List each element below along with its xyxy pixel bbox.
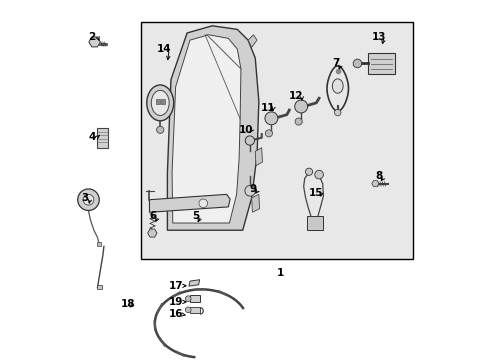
Circle shape xyxy=(352,59,361,68)
Text: 17: 17 xyxy=(169,281,183,291)
Text: 18: 18 xyxy=(121,299,135,309)
Circle shape xyxy=(294,100,307,113)
Text: 5: 5 xyxy=(192,211,199,221)
Bar xyxy=(97,242,101,246)
Polygon shape xyxy=(188,280,199,286)
Circle shape xyxy=(244,136,254,145)
Text: 15: 15 xyxy=(308,188,323,198)
Circle shape xyxy=(294,118,302,125)
Circle shape xyxy=(185,307,191,313)
Text: 1: 1 xyxy=(276,268,284,278)
Text: 6: 6 xyxy=(149,211,156,221)
Text: 12: 12 xyxy=(289,91,303,101)
Circle shape xyxy=(305,168,312,175)
Bar xyxy=(161,99,164,104)
Text: 10: 10 xyxy=(239,125,253,135)
Circle shape xyxy=(264,112,277,125)
Bar xyxy=(97,128,108,148)
Bar xyxy=(306,216,323,230)
Polygon shape xyxy=(167,26,258,230)
Polygon shape xyxy=(255,148,262,166)
Bar xyxy=(97,285,102,289)
Circle shape xyxy=(334,109,340,116)
Circle shape xyxy=(265,130,272,137)
Circle shape xyxy=(244,185,255,196)
Circle shape xyxy=(314,170,323,179)
Text: 9: 9 xyxy=(249,184,257,194)
Text: 4: 4 xyxy=(88,132,96,142)
Bar xyxy=(367,53,394,74)
Polygon shape xyxy=(149,194,230,212)
Ellipse shape xyxy=(146,85,173,121)
Polygon shape xyxy=(251,194,259,212)
Bar xyxy=(140,22,412,259)
Polygon shape xyxy=(89,37,100,47)
Text: 14: 14 xyxy=(156,44,171,54)
Text: 8: 8 xyxy=(375,171,382,181)
Text: 3: 3 xyxy=(81,193,88,203)
Text: 19: 19 xyxy=(169,297,183,307)
Circle shape xyxy=(199,199,207,208)
Text: 16: 16 xyxy=(169,310,183,319)
Ellipse shape xyxy=(151,90,169,116)
Polygon shape xyxy=(172,35,241,223)
Text: 7: 7 xyxy=(331,58,339,68)
Circle shape xyxy=(83,194,94,205)
Circle shape xyxy=(156,126,163,134)
Text: 2: 2 xyxy=(88,32,96,41)
Polygon shape xyxy=(147,229,157,237)
Bar xyxy=(190,296,200,302)
Bar xyxy=(156,99,159,104)
Circle shape xyxy=(185,296,191,302)
Text: 13: 13 xyxy=(371,32,386,41)
Circle shape xyxy=(78,189,99,211)
Ellipse shape xyxy=(332,79,343,93)
Polygon shape xyxy=(247,35,257,47)
Text: 11: 11 xyxy=(260,103,274,113)
Bar xyxy=(190,307,200,313)
Polygon shape xyxy=(371,180,378,187)
